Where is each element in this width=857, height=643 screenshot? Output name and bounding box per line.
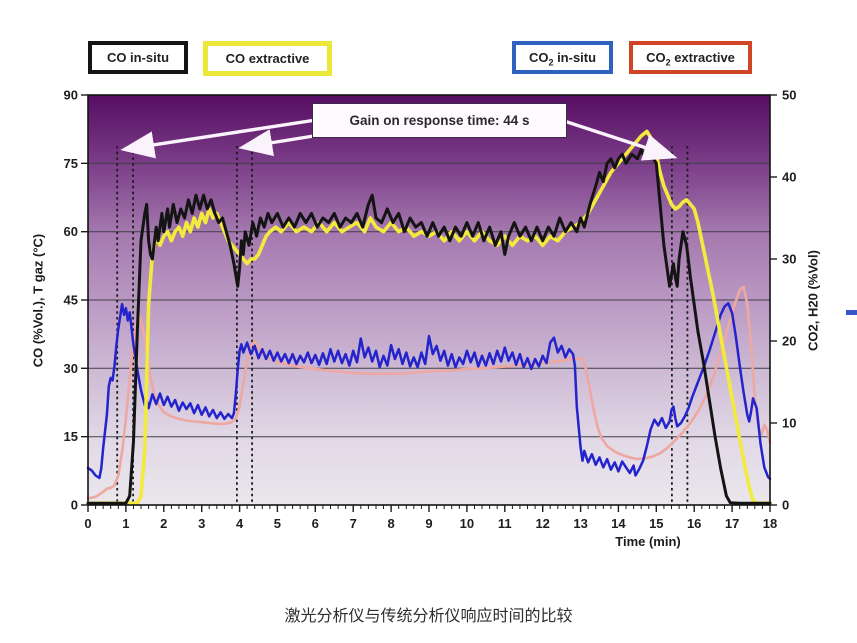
svg-text:18: 18 [763,516,777,531]
svg-text:0: 0 [71,498,78,513]
y-right-axis-title: CO2, H20 (%Vol) [805,250,821,351]
svg-text:45: 45 [64,293,78,308]
y-left-axis-title: CO (%Vol.), T gaz (°C) [30,233,46,368]
svg-text:30: 30 [782,252,796,267]
annotation-text: Gain on response time: 44 s [349,113,530,128]
svg-text:14: 14 [611,516,626,531]
annotation-gain-response-time: Gain on response time: 44 s [312,103,567,138]
legend-co-insitu: CO in-situ [88,41,188,74]
svg-text:20: 20 [782,334,796,349]
legend-co2-insitu: CO2 in-situ [512,41,613,74]
svg-text:5: 5 [274,516,281,531]
svg-text:10: 10 [460,516,474,531]
svg-text:6: 6 [312,516,319,531]
svg-text:1: 1 [122,516,129,531]
legend-label: CO extractive [225,51,310,66]
legend-co-extractive: CO extractive [203,41,332,76]
svg-text:7: 7 [350,516,357,531]
chart-canvas: 0 1 2 3 4 5 6 7 8 9 10 11 12 13 14 15 16 17 18015304560759… [64,88,857,531]
svg-text:0: 0 [782,498,789,513]
svg-text:8: 8 [387,516,394,531]
svg-text:40: 40 [782,170,796,185]
svg-text:12: 12 [535,516,549,531]
svg-text:2: 2 [160,516,167,531]
legend-label: CO in-situ [106,50,170,65]
svg-text:15: 15 [649,516,663,531]
svg-text:17: 17 [725,516,739,531]
svg-text:30: 30 [64,361,78,376]
svg-text:90: 90 [64,88,78,103]
svg-text:16: 16 [687,516,701,531]
svg-text:9: 9 [425,516,432,531]
svg-text:15: 15 [64,429,78,444]
svg-text:3: 3 [198,516,205,531]
legend-label: CO2 extractive [646,50,735,68]
svg-text:4: 4 [236,516,244,531]
figure-caption: 激光分析仪与传统分析仪响应时间的比较 [284,608,573,625]
x-axis-title: Time (min) [615,534,681,549]
legend-label: CO2 in-situ [528,50,597,68]
svg-text:11: 11 [498,516,512,531]
svg-text:50: 50 [782,88,796,103]
svg-text:75: 75 [64,156,78,171]
svg-text:10: 10 [782,416,796,431]
svg-text:0: 0 [84,516,91,531]
legend-co2-extractive: CO2 extractive [629,41,752,74]
svg-text:60: 60 [64,224,78,239]
svg-text:13: 13 [573,516,587,531]
